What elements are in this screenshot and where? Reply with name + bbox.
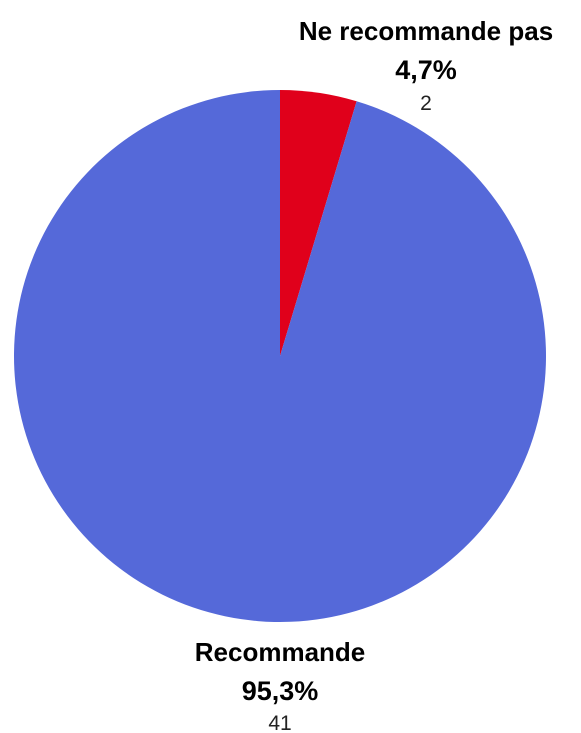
pie-slice-recommande xyxy=(14,90,547,622)
label-recommande: Recommande 95,3% 41 xyxy=(195,637,366,733)
label-ne-recommande-pas: Ne recommande pas 4,7% 2 xyxy=(299,16,553,115)
slice-count-recommande: 41 xyxy=(268,712,291,733)
pie-slice-ne-recommande-pas xyxy=(280,90,357,356)
pie-slices xyxy=(14,90,547,622)
slice-percent-recommande: 95,3% xyxy=(242,676,319,706)
slice-percent-ne-recommande-pas: 4,7% xyxy=(395,55,457,85)
slice-label-recommande: Recommande xyxy=(195,637,366,667)
slice-label-ne-recommande-pas: Ne recommande pas xyxy=(299,16,553,46)
slice-count-ne-recommande-pas: 2 xyxy=(420,92,432,115)
